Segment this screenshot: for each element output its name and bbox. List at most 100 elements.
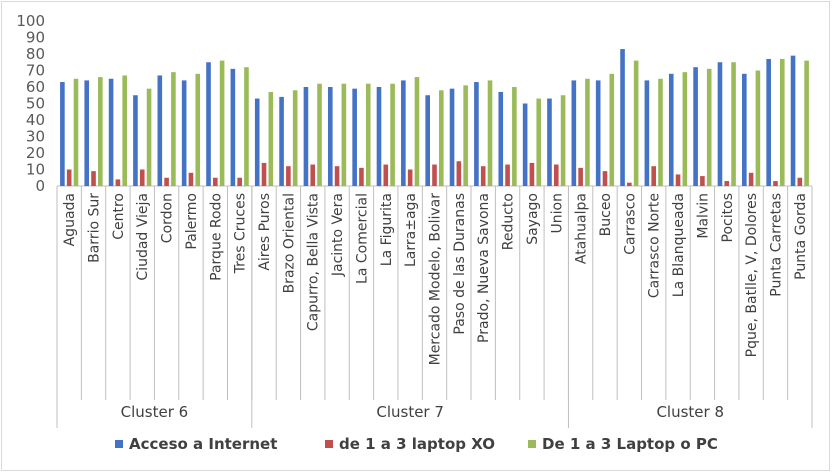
bar	[658, 78, 663, 186]
bar	[449, 88, 455, 186]
bar	[536, 98, 542, 186]
bar	[91, 171, 96, 186]
bar	[334, 166, 340, 186]
category-label: Aires Puros	[257, 193, 273, 271]
y-tick-label: 90	[26, 29, 45, 47]
bar	[724, 181, 730, 186]
category-label: Union	[549, 193, 565, 233]
bar	[407, 169, 413, 186]
category-label: Paso de las Duranas	[452, 193, 468, 335]
bar	[188, 172, 194, 186]
category-label: La Comercial	[354, 193, 370, 284]
bar	[230, 68, 236, 186]
y-tick-label: 10	[26, 161, 45, 179]
legend-label: Acceso a Internet	[129, 435, 277, 453]
bar	[115, 179, 121, 186]
bar	[254, 98, 260, 186]
y-tick-label: 60	[26, 78, 45, 96]
bar	[195, 73, 201, 186]
bar	[66, 169, 72, 186]
bar	[585, 78, 590, 186]
category-label: La Figurita	[379, 193, 395, 266]
bar	[498, 91, 504, 186]
bar	[651, 166, 656, 186]
category-label: Tres Cruces	[233, 193, 249, 274]
y-tick-label: 50	[26, 95, 45, 113]
category-label: La Blanqueada	[671, 193, 687, 297]
category-label: Buceo	[598, 193, 614, 236]
category-label: Capurro, Bella Vista	[306, 193, 322, 331]
category-label: Ciudad Vieja	[135, 193, 151, 281]
bar	[693, 67, 698, 186]
bar	[122, 75, 127, 186]
category-label: Pocitos	[720, 193, 736, 242]
bar	[164, 177, 169, 186]
bar	[578, 167, 583, 186]
bar	[797, 177, 803, 186]
bar	[487, 80, 493, 186]
bar	[310, 164, 316, 186]
bar	[755, 70, 761, 186]
bar	[512, 87, 517, 186]
bar	[171, 72, 176, 186]
bar	[181, 80, 187, 186]
bar	[279, 96, 284, 186]
bar	[595, 80, 601, 186]
bar	[84, 80, 90, 186]
category-label: Pque, Batlle, V, Dolores	[744, 193, 760, 357]
bar	[633, 60, 639, 186]
y-tick-label: 40	[26, 111, 45, 129]
bar	[553, 164, 559, 186]
bars	[60, 49, 809, 187]
category-label: Jacinto Vera	[330, 193, 346, 277]
bar	[286, 166, 291, 186]
category-label: Sayago	[525, 193, 541, 245]
bar	[146, 88, 152, 186]
bar	[376, 87, 382, 186]
bar	[463, 85, 468, 186]
bar	[359, 167, 364, 186]
bar	[352, 88, 357, 186]
bar	[303, 87, 309, 186]
bar	[73, 78, 79, 186]
bar	[474, 82, 479, 186]
bar	[779, 58, 785, 187]
bar	[522, 103, 528, 186]
bar	[365, 83, 371, 186]
bar	[292, 90, 298, 186]
category-label: Cordon	[160, 193, 176, 243]
bar	[773, 181, 778, 186]
bar	[804, 60, 809, 186]
bar	[620, 49, 625, 186]
bar	[675, 174, 681, 186]
y-tick-label: 30	[26, 128, 45, 146]
group-label: Cluster 6	[121, 403, 189, 421]
bar	[237, 177, 242, 186]
category-label: Reducto	[501, 193, 517, 250]
bar	[731, 62, 736, 186]
category-label: Punta Gorda	[793, 193, 809, 280]
bar	[547, 98, 552, 186]
bar	[432, 164, 437, 186]
bar	[341, 83, 347, 186]
group-label: Cluster 7	[376, 403, 444, 421]
bar	[790, 55, 796, 187]
category-label: Brazo Oriental	[281, 193, 297, 293]
category-label: Malvin	[695, 193, 711, 239]
bar	[480, 166, 486, 186]
category-label: Punta Carretas	[769, 193, 785, 297]
bar	[60, 82, 65, 186]
category-label: Parque Rodo	[208, 193, 224, 281]
category-label: Prado, Nueva Savona	[476, 193, 492, 343]
bar	[748, 172, 754, 186]
legend-swatch	[325, 440, 333, 448]
legend-label: de 1 a 3 laptop XO	[339, 435, 495, 453]
y-tick-label: 100	[16, 12, 45, 30]
category-label: Mercado Modelo, Bolivar	[428, 193, 444, 366]
bar	[505, 164, 510, 186]
category-label: Carrasco	[622, 193, 638, 255]
bar	[439, 90, 444, 186]
group-label: Cluster 8	[656, 403, 724, 421]
